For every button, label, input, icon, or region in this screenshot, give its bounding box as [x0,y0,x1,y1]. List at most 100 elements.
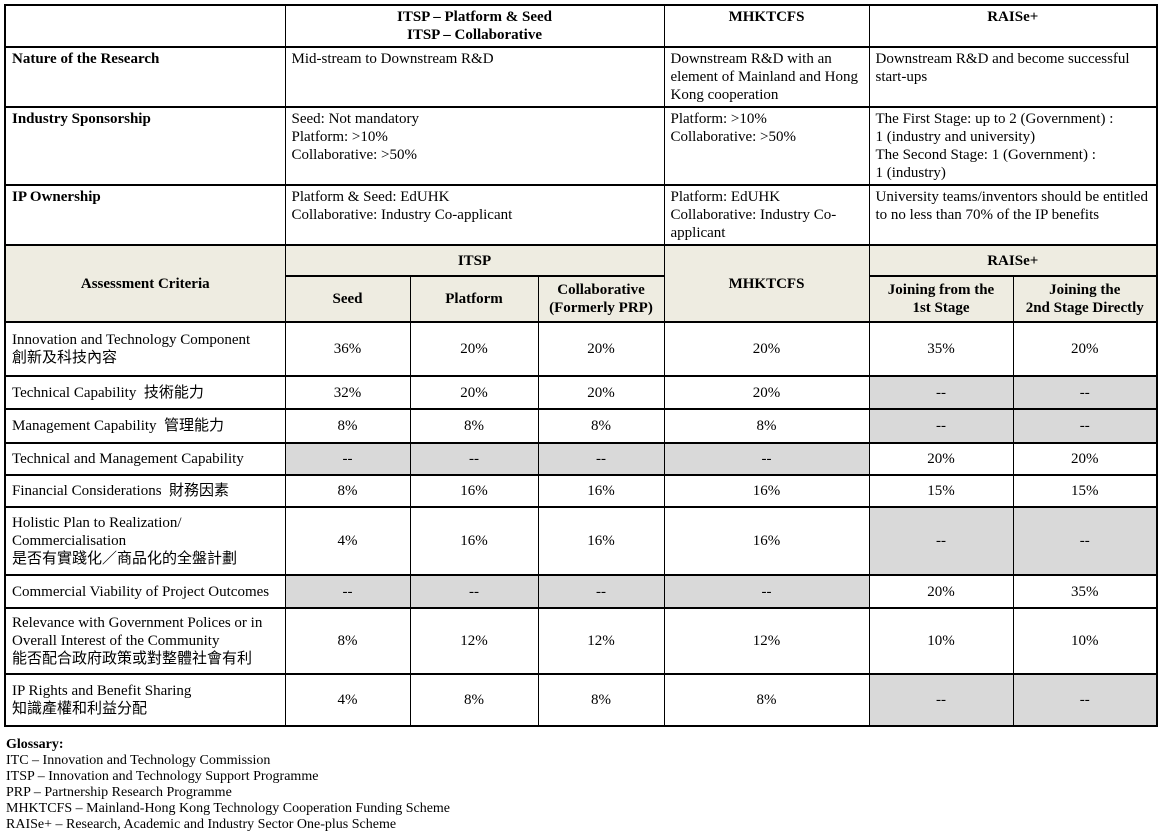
table-row: Seed Platform Collaborative (Formerly PR… [5,275,1158,323]
table-row: Technical and Management Capability -- -… [4,442,1158,476]
criteria-value: 10% [868,607,1014,675]
subheader-collaborative: Collaborative (Formerly PRP) [537,275,665,323]
criteria-value: 16% [409,474,539,508]
criteria-value: 35% [868,321,1014,377]
subheader-seed: Seed [284,275,411,323]
empty-corner-cell [4,4,286,48]
criteria-value-na: -- [1012,375,1158,410]
criteria-label-commercial-viability: Commercial Viability of Project Outcomes [4,574,286,609]
criteria-value: 20% [868,574,1014,609]
criteria-value: 20% [1012,442,1158,476]
criteria-value-na: -- [663,574,870,609]
criteria-label-holistic-plan: Holistic Plan to Realization/ Commercial… [4,506,286,576]
scheme-comparison-table: ITSP – Platform & Seed ITSP – Collaborat… [4,4,1158,727]
nature-mhktcfs-cell: Downstream R&D with an element of Mainla… [663,46,870,108]
table-row: IP Rights and Benefit Sharing 知識產權和利益分配 … [4,673,1158,727]
criteria-value-na: -- [1012,673,1158,727]
criteria-value: 12% [409,607,539,675]
table-row: Management Capability 管理能力 8% 8% 8% 8% -… [4,408,1158,444]
criteria-value: 20% [868,442,1014,476]
table-row: Holistic Plan to Realization/ Commercial… [4,506,1158,576]
table-row: Innovation and Technology Component 創新及科… [4,321,1158,377]
subheader-joining-1st-stage: Joining from the 1st Stage [868,275,1014,323]
assessment-criteria-header: Assessment Criteria [4,244,286,323]
criteria-label-financial: Financial Considerations 財務因素 [4,474,286,508]
criteria-label-innovation: Innovation and Technology Component 創新及科… [4,321,286,377]
criteria-value: 16% [537,506,665,576]
glossary-item: RAISe+ – Research, Academic and Industry… [6,817,397,832]
criteria-value: 32% [284,375,411,410]
row-label-sponsorship: Industry Sponsorship [4,106,286,186]
criteria-value-na: -- [1012,408,1158,444]
glossary-item: PRP – Partnership Research Programme [6,785,232,800]
table-row: IP Ownership Platform & Seed: EdUHK Coll… [4,184,1158,246]
criteria-value: 20% [409,321,539,377]
ip-raise-cell: University teams/inventors should be ent… [868,184,1158,246]
raise-column-header: RAISe+ [868,4,1158,48]
ip-itsp-cell: Platform & Seed: EdUHK Collaborative: In… [284,184,665,246]
criteria-value: 20% [663,321,870,377]
criteria-label-tech-mgmt-capability: Technical and Management Capability [4,442,286,476]
criteria-value-na: -- [663,442,870,476]
criteria-value: 36% [284,321,411,377]
sponsorship-itsp-cell: Seed: Not mandatory Platform: >10% Colla… [284,106,665,186]
subheader-joining-2nd-stage: Joining the 2nd Stage Directly [1012,275,1158,323]
criteria-value: 16% [409,506,539,576]
table-row: Assessment Criteria ITSP MHKTCFS RAISe+ [4,244,1158,323]
nature-itsp-cell: Mid-stream to Downstream R&D [284,46,665,108]
criteria-label-ip-rights: IP Rights and Benefit Sharing 知識產權和利益分配 [4,673,286,727]
criteria-value: 4% [284,673,411,727]
criteria-value: 20% [1012,321,1158,377]
criteria-value-na: -- [868,408,1014,444]
glossary-item: ITC – Innovation and Technology Commissi… [6,753,271,768]
criteria-value: 15% [868,474,1014,508]
criteria-value: 8% [537,408,665,444]
nature-raise-cell: Downstream R&D and become successful sta… [868,46,1158,108]
criteria-value: 8% [409,408,539,444]
criteria-value-na: -- [409,574,539,609]
row-label-nature: Nature of the Research [4,46,286,108]
criteria-value: 12% [537,607,665,675]
criteria-value: 8% [663,673,870,727]
table-row: Nature of the Research Mid-stream to Dow… [4,46,1158,108]
criteria-value: 10% [1012,607,1158,675]
criteria-value-na: -- [537,574,665,609]
criteria-value: 20% [409,375,539,410]
criteria-value-na: -- [409,442,539,476]
criteria-value: 16% [663,474,870,508]
criteria-value-na: -- [537,442,665,476]
criteria-value: 8% [537,673,665,727]
criteria-value: 20% [663,375,870,410]
criteria-value: 8% [284,408,411,444]
itsp-column-header: ITSP – Platform & Seed ITSP – Collaborat… [284,4,665,48]
criteria-value: 8% [663,408,870,444]
criteria-label-management-capability: Management Capability 管理能力 [4,408,286,444]
criteria-value: 35% [1012,574,1158,609]
table-row: Industry Sponsorship Seed: Not mandatory… [4,106,1158,186]
table-row: Commercial Viability of Project Outcomes… [4,574,1158,609]
assessment-raise-header: RAISe+ [868,244,1158,277]
criteria-value: 20% [537,321,665,377]
criteria-value-na: -- [868,375,1014,410]
criteria-value: 15% [1012,474,1158,508]
sponsorship-mhktcfs-cell: Platform: >10% Collaborative: >50% [663,106,870,186]
criteria-value-na: -- [868,673,1014,727]
table-row: ITSP – Platform & Seed ITSP – Collaborat… [4,4,1158,48]
criteria-value: 12% [663,607,870,675]
glossary: Glossary: ITC – Innovation and Technolog… [4,737,1156,833]
row-label-ip-ownership: IP Ownership [4,184,286,246]
criteria-value-na: -- [284,442,411,476]
assessment-itsp-header: ITSP [284,244,665,277]
criteria-value: 8% [284,474,411,508]
sponsorship-raise-cell: The First Stage: up to 2 (Government) : … [868,106,1158,186]
criteria-value: 16% [537,474,665,508]
criteria-label-relevance-policies: Relevance with Government Polices or in … [4,607,286,675]
table-row: Technical Capability 技術能力 32% 20% 20% 20… [4,375,1158,410]
glossary-item: ITSP – Innovation and Technology Support… [6,769,319,784]
criteria-value: 8% [284,607,411,675]
table-row: Relevance with Government Polices or in … [4,607,1158,675]
criteria-value: 16% [663,506,870,576]
criteria-value: 8% [409,673,539,727]
glossary-item: MHKTCFS – Mainland-Hong Kong Technology … [6,801,451,816]
